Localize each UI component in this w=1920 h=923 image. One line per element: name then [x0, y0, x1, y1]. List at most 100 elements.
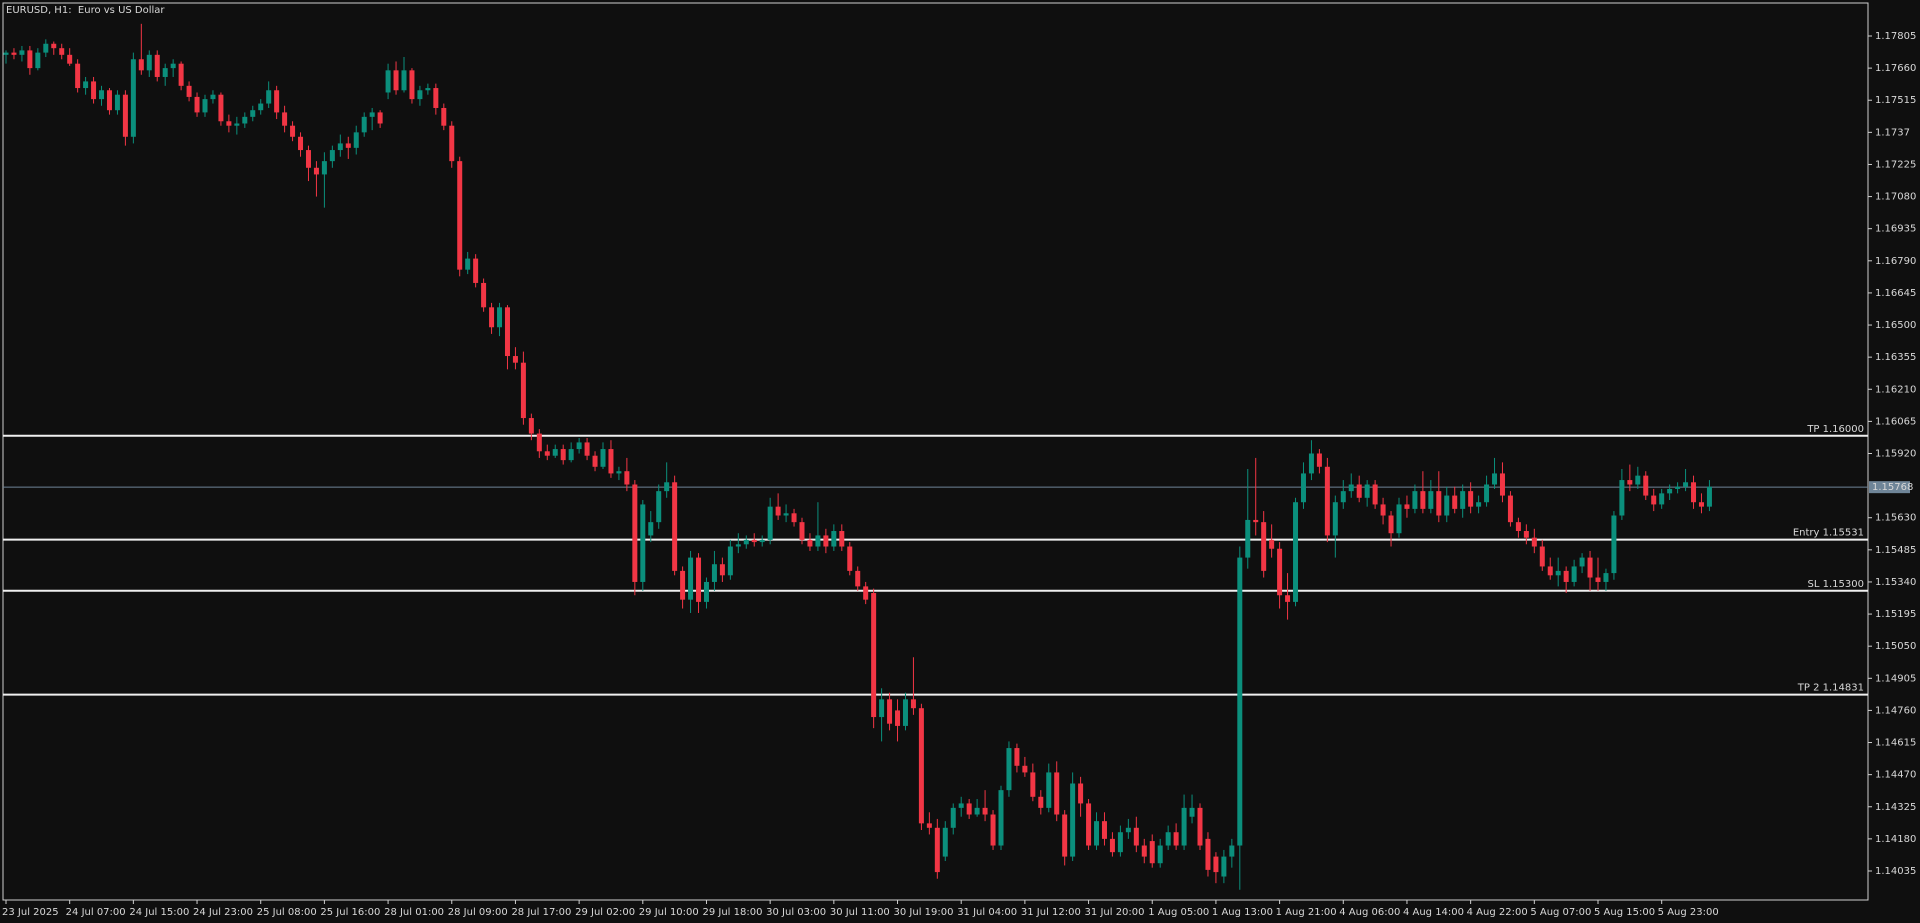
y-tick-label: 1.16355	[1875, 352, 1916, 363]
candle-body	[226, 121, 232, 126]
candle-body	[1316, 453, 1322, 467]
candle-body	[512, 356, 518, 363]
candle-body	[1627, 480, 1633, 485]
y-tick-label: 1.15195	[1875, 609, 1916, 620]
x-tick-label: 31 Jul 20:00	[1085, 907, 1145, 918]
candle-body	[1205, 838, 1211, 870]
candle-body	[1141, 845, 1147, 857]
candle-body	[1635, 475, 1641, 485]
y-tick-label: 1.15485	[1875, 545, 1916, 556]
candle-body	[369, 112, 375, 117]
candle-body	[966, 803, 972, 815]
y-tick-label: 1.14470	[1875, 770, 1916, 781]
candle-body	[719, 564, 725, 576]
candle-body	[1117, 832, 1123, 853]
candle-body	[146, 54, 152, 71]
candle-body	[616, 471, 622, 474]
candle-body	[59, 48, 65, 55]
y-tick-label: 1.17805	[1875, 31, 1916, 42]
candle-body	[1261, 522, 1267, 571]
candle-body	[170, 63, 176, 69]
candle-body	[122, 94, 128, 137]
candle-body	[1213, 856, 1219, 873]
current-price-box	[1869, 481, 1910, 494]
candle-body	[520, 362, 526, 419]
candle-body	[290, 125, 296, 137]
x-tick-label: 29 Jul 10:00	[639, 907, 699, 918]
candle-body	[1523, 531, 1529, 538]
candle-body	[767, 506, 773, 540]
chart-title: EURUSD, H1: Euro vs US Dollar	[6, 5, 165, 16]
candle-body	[1603, 573, 1609, 582]
y-tick-label: 1.14615	[1875, 738, 1916, 749]
candle-body	[178, 63, 184, 86]
candle-body	[1507, 495, 1513, 523]
candle-body	[1125, 827, 1131, 833]
candle-body	[329, 150, 335, 162]
candle-body	[1515, 522, 1521, 532]
x-tick-label: 5 Aug 23:00	[1658, 907, 1719, 918]
candle-body	[282, 112, 288, 126]
y-tick-label: 1.16500	[1875, 320, 1916, 331]
candle-body	[234, 123, 240, 126]
candle-body	[1293, 502, 1299, 602]
candle-body	[624, 471, 630, 485]
y-tick-label: 1.15050	[1875, 641, 1916, 652]
candle-body	[759, 539, 765, 543]
candle-body	[1308, 453, 1314, 474]
candle-body	[1086, 803, 1092, 846]
candle-body	[1022, 765, 1028, 773]
candle-body	[361, 116, 367, 133]
y-tick-label: 1.17515	[1875, 95, 1916, 106]
candle-body	[377, 112, 383, 124]
y-tick-label: 1.16210	[1875, 384, 1916, 395]
candle-body	[186, 85, 192, 97]
x-tick-label: 28 Jul 17:00	[511, 907, 571, 918]
candle-body	[823, 535, 829, 547]
candle-body	[19, 50, 25, 55]
candle-body	[990, 814, 996, 846]
y-tick-label: 1.14035	[1875, 866, 1916, 877]
x-tick-label: 25 Jul 16:00	[320, 907, 380, 918]
y-tick-label: 1.16790	[1875, 256, 1916, 267]
candle-body	[1499, 473, 1505, 496]
candle-body	[1014, 748, 1020, 766]
candle-body	[910, 699, 916, 709]
candle-body	[457, 161, 463, 270]
y-tick-label: 1.14905	[1875, 673, 1916, 684]
candle-body	[11, 52, 17, 55]
candle-body	[1372, 484, 1378, 505]
current-price-label: 1.15768	[1872, 482, 1913, 493]
candle-body	[106, 90, 112, 111]
candle-body	[35, 52, 41, 69]
y-tick-label: 1.14325	[1875, 802, 1916, 813]
candle-body	[1611, 515, 1617, 574]
candle-body	[504, 307, 510, 357]
candle-body	[576, 442, 582, 450]
candle-body	[154, 54, 160, 77]
candle-body	[1563, 570, 1569, 582]
candle-body	[640, 504, 646, 582]
candle-body	[1706, 486, 1712, 507]
y-tick-label: 1.14760	[1875, 705, 1916, 716]
y-tick-label: 1.14180	[1875, 834, 1916, 845]
candle-body	[1595, 577, 1601, 582]
candle-body	[1587, 557, 1593, 578]
candle-body	[926, 823, 932, 828]
candle-body	[91, 81, 97, 100]
candle-body	[345, 143, 351, 148]
x-tick-label: 30 Jul 11:00	[830, 907, 890, 918]
candle-body	[711, 564, 717, 582]
candle-body	[162, 68, 168, 77]
x-tick-label: 24 Jul 23:00	[193, 907, 253, 918]
candle-body	[481, 282, 487, 308]
candle-body	[974, 807, 980, 815]
candle-body	[67, 54, 73, 64]
x-tick-label: 29 Jul 02:00	[575, 907, 635, 918]
y-tick-label: 1.17080	[1875, 192, 1916, 203]
candle-body	[1101, 821, 1107, 839]
candle-body	[266, 90, 272, 104]
candle-body	[648, 522, 654, 536]
candle-body	[528, 418, 534, 434]
